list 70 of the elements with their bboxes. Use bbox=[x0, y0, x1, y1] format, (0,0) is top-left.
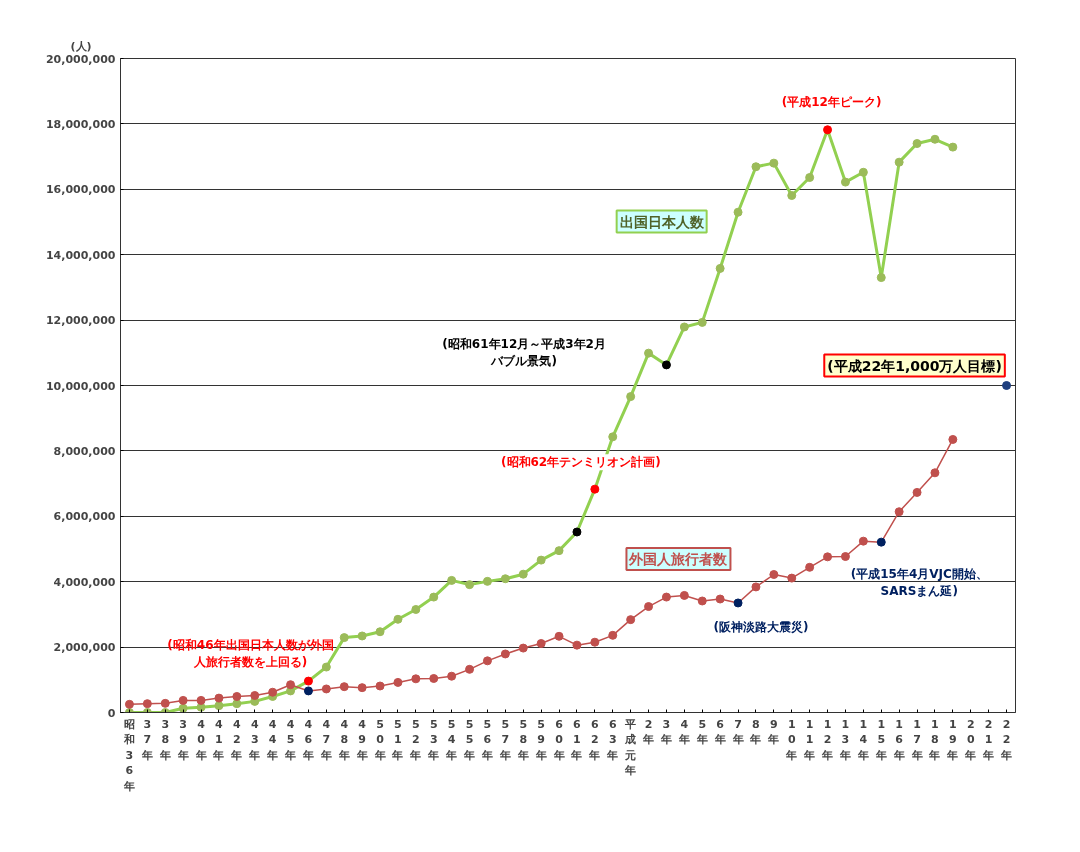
x-tick-label: 53年 bbox=[427, 717, 440, 762]
y-tick-label: 12,000,000 bbox=[45, 314, 116, 328]
x-tick-label: 20年 bbox=[964, 717, 977, 762]
x-tick-label: 57年 bbox=[498, 717, 511, 762]
x-tick-label: 22年 bbox=[1000, 717, 1013, 762]
x-tick-label: 63年 bbox=[606, 717, 619, 762]
annotation: (平成22年1,000万人目標) bbox=[827, 357, 1002, 374]
x-tick-label: 39年 bbox=[176, 717, 189, 762]
x-tick-label: 42年 bbox=[230, 717, 243, 762]
x-tick-label: 50年 bbox=[373, 717, 386, 762]
x-tick-label: 37年 bbox=[140, 717, 153, 762]
x-tick-label: 38年 bbox=[158, 717, 171, 762]
x-tick-label: 2年 bbox=[642, 717, 655, 747]
x-tick-label: 6年 bbox=[713, 717, 726, 747]
x-tick-label: 45年 bbox=[284, 717, 297, 762]
x-tick-label: 62年 bbox=[588, 717, 601, 762]
annotation: (昭和62年テンミリオン計画) bbox=[501, 455, 661, 470]
x-tick-label: 51年 bbox=[391, 717, 404, 762]
x-tick-label: 48年 bbox=[337, 717, 350, 762]
y-tick-label: 14,000,000 bbox=[45, 248, 116, 262]
x-tick-label: 61年 bbox=[570, 717, 583, 762]
x-tick-label: 14年 bbox=[856, 717, 869, 762]
x-tick-label: 19年 bbox=[946, 717, 959, 762]
x-tick-label: 8年 bbox=[749, 717, 762, 747]
x-tick-label: 12年 bbox=[821, 717, 834, 762]
y-tick-label: 0 bbox=[107, 706, 116, 720]
x-tick-label: 40年 bbox=[194, 717, 207, 762]
x-tick-label: 13年 bbox=[838, 717, 851, 762]
x-tick-label: 43年 bbox=[248, 717, 261, 762]
x-tick-label: 10年 bbox=[785, 717, 798, 762]
x-tick-label: 52年 bbox=[409, 717, 422, 762]
y-tick-label: 4,000,000 bbox=[53, 575, 116, 589]
x-tick-label: 平成元年 bbox=[624, 717, 637, 778]
y-tick-label: 10,000,000 bbox=[45, 379, 116, 393]
y-tick-label: 2,000,000 bbox=[53, 641, 116, 655]
x-tick-label: 15年 bbox=[874, 717, 887, 762]
x-tick-label: 17年 bbox=[910, 717, 923, 762]
x-tick-label: 昭和36年 bbox=[122, 717, 135, 793]
x-tick-label: 5年 bbox=[695, 717, 708, 747]
x-tick-label: 11年 bbox=[803, 717, 816, 762]
x-tick-label: 56年 bbox=[480, 717, 493, 762]
y-tick-label: 20,000,000 bbox=[45, 52, 116, 66]
x-tick-label: 7年 bbox=[731, 717, 744, 747]
series-label: 出国日本人数 bbox=[619, 213, 705, 230]
y-tick-label: 6,000,000 bbox=[53, 510, 116, 524]
x-tick-label: 4年 bbox=[677, 717, 690, 747]
x-tick-label: 18年 bbox=[928, 717, 941, 762]
annotation: (平成15年4月VJC開始、SARSまん延) bbox=[850, 566, 988, 598]
x-tick-label: 3年 bbox=[659, 717, 672, 747]
x-tick-label: 44年 bbox=[266, 717, 279, 762]
x-tick-label: 46年 bbox=[301, 717, 314, 762]
x-tick-label: 41年 bbox=[212, 717, 225, 762]
y-tick-label: 8,000,000 bbox=[53, 444, 116, 458]
x-tick-label: 47年 bbox=[319, 717, 332, 762]
x-tick-label: 54年 bbox=[445, 717, 458, 762]
x-tick-label: 49年 bbox=[355, 717, 368, 762]
y-tick-label: 16,000,000 bbox=[45, 183, 116, 197]
x-tick-label: 59年 bbox=[534, 717, 547, 762]
y-axis-title: (人) bbox=[70, 39, 92, 53]
annotation: (平成12年ピーク) bbox=[781, 94, 882, 109]
x-tick-label: 21年 bbox=[982, 717, 995, 762]
annotation: (阪神淡路大震災) bbox=[713, 619, 809, 634]
text: 外国人旅行者数 bbox=[628, 551, 729, 568]
x-tick-label: 58年 bbox=[516, 717, 529, 762]
x-tick-label: 9年 bbox=[767, 717, 780, 747]
y-tick-label: 18,000,000 bbox=[45, 117, 116, 131]
annotation: (昭和61年12月～平成3年2月バブル景気) bbox=[442, 337, 606, 369]
x-tick-label: 16年 bbox=[892, 717, 905, 762]
x-tick-label: 55年 bbox=[463, 717, 476, 762]
x-tick-label: 60年 bbox=[552, 717, 565, 762]
